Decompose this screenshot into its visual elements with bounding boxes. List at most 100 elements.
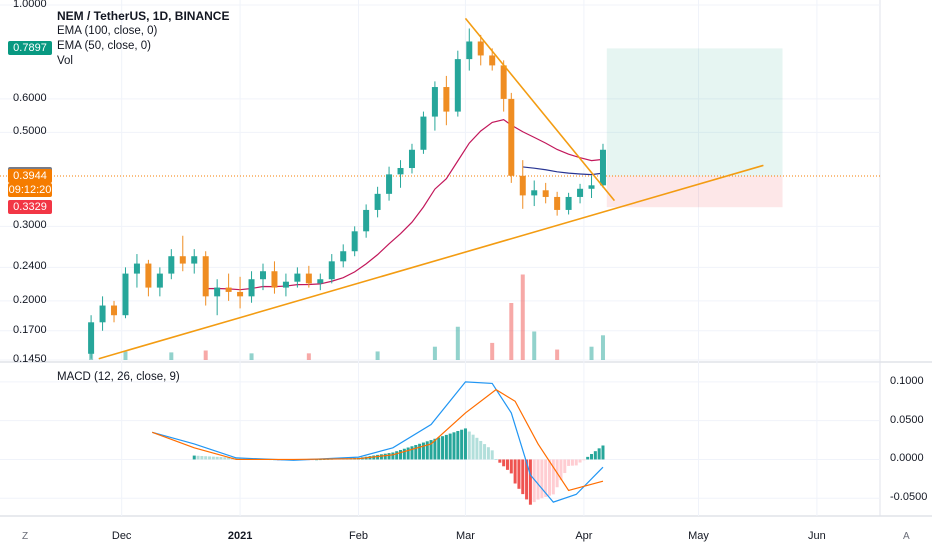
candle-body xyxy=(122,273,129,316)
candle-body xyxy=(351,231,358,252)
time-tick-label: Jun xyxy=(808,530,826,542)
candle-body xyxy=(374,193,381,210)
macd-histogram-bar xyxy=(540,459,544,499)
macd-histogram-bar xyxy=(215,456,219,460)
price-tick-label: 0.5000 xyxy=(13,125,47,138)
price-tick-label: 0.1700 xyxy=(13,323,47,336)
macd-histogram-bar xyxy=(227,457,231,460)
candle-body xyxy=(542,190,549,197)
volume-bar xyxy=(375,351,380,360)
macd-histogram-bar xyxy=(544,459,548,497)
candle-body xyxy=(531,190,538,196)
candle-body xyxy=(577,188,584,197)
volume-bar xyxy=(123,351,128,360)
candle-body xyxy=(260,271,266,280)
signal-line xyxy=(152,388,604,492)
macd-histogram-bar xyxy=(597,448,601,460)
candle-body xyxy=(191,256,198,264)
macd-tick-label: -0.0500 xyxy=(890,491,928,504)
volume-bar xyxy=(589,346,594,360)
candle-body xyxy=(294,273,301,282)
candle-body xyxy=(443,87,450,112)
macd-histogram-bar xyxy=(498,459,502,463)
macd-histogram-bar xyxy=(548,459,551,496)
macd-histogram-bar xyxy=(242,458,246,460)
macd-histogram-bar xyxy=(379,454,383,460)
macd-histogram-bar xyxy=(475,437,479,460)
position-profit-zone xyxy=(606,48,783,177)
macd-histogram-bar xyxy=(402,448,406,460)
macd-histogram-bar xyxy=(521,459,525,495)
candle-body xyxy=(145,263,152,288)
macd-histogram-bar xyxy=(399,449,403,460)
candle-body xyxy=(363,209,370,232)
candle-body xyxy=(500,65,507,99)
volume-bar xyxy=(203,350,208,360)
macd-histogram-bar xyxy=(452,432,456,460)
macd-legend: MACD (12, 26, close, 9) xyxy=(57,370,180,385)
candle-body xyxy=(420,116,427,150)
candle-body xyxy=(408,149,415,169)
candle-body xyxy=(88,322,95,354)
price-tag: 0.7897 xyxy=(8,41,52,56)
zoom-button[interactable]: Z xyxy=(22,531,29,542)
macd-line xyxy=(152,381,604,503)
candle-body xyxy=(588,185,595,189)
time-tick-label: Feb xyxy=(349,530,368,542)
macd-histogram-bar xyxy=(570,459,574,466)
macd-tick-label: 0.0500 xyxy=(890,413,924,426)
ema100-line xyxy=(522,166,604,176)
time-tick-label: 2021 xyxy=(227,530,253,542)
macd-histogram-bar xyxy=(211,456,215,460)
macd-histogram-bar xyxy=(414,445,418,460)
macd-histogram-bar xyxy=(532,459,536,503)
time-tick-label: Dec xyxy=(111,530,132,542)
price-tick-label: 0.2000 xyxy=(13,293,47,306)
candle-body xyxy=(431,87,438,117)
macd-histogram-bar xyxy=(559,459,563,481)
candle-body xyxy=(111,305,118,316)
macd-histogram-bar xyxy=(505,459,509,470)
macd-histogram-bar xyxy=(460,429,464,460)
macd-histogram-bar xyxy=(586,456,590,460)
candle-body xyxy=(214,287,221,297)
candle-body xyxy=(179,256,186,264)
macd-histogram-bar xyxy=(425,441,429,460)
candle-body xyxy=(454,59,461,112)
macd-histogram-bar xyxy=(536,459,540,500)
resistance-trendline xyxy=(464,17,616,202)
candle-body xyxy=(519,175,526,196)
symbol-title[interactable]: NEM / TetherUS, 1D, BINANCE xyxy=(57,9,230,23)
ema100-label[interactable]: EMA (100, close, 0) xyxy=(57,25,158,37)
auto-scale-button[interactable]: A xyxy=(903,531,910,542)
volume-bar xyxy=(306,353,311,360)
macd-histogram-bar xyxy=(479,440,483,460)
vol-label[interactable]: Vol xyxy=(57,55,73,67)
macd-histogram-bar xyxy=(196,455,200,460)
macd-histogram-bar xyxy=(433,438,437,460)
time-tick-label: May xyxy=(688,530,709,542)
candle-body xyxy=(386,174,393,194)
price-tick-label: 0.6000 xyxy=(13,91,47,104)
volume-bar xyxy=(432,346,437,360)
macd-label[interactable]: MACD (12, 26, close, 9) xyxy=(57,371,180,383)
macd-histogram-bar xyxy=(590,454,594,460)
macd-histogram-bar xyxy=(513,459,517,484)
candle-body xyxy=(328,261,335,280)
macd-histogram-bar xyxy=(601,445,605,460)
candle-body xyxy=(565,196,572,210)
support-trendline xyxy=(98,164,764,360)
volume-bar xyxy=(600,335,605,360)
macd-histogram-bar xyxy=(551,459,555,495)
macd-histogram-bar xyxy=(456,431,460,460)
macd-histogram-bar xyxy=(525,459,529,500)
macd-histogram-bar xyxy=(471,434,475,460)
macd-histogram-bar xyxy=(383,453,387,460)
macd-histogram-bar xyxy=(528,459,532,505)
macd-histogram-bar xyxy=(574,459,578,466)
macd-histogram-bar xyxy=(486,447,490,460)
volume-bar xyxy=(249,353,254,360)
ema50-label[interactable]: EMA (50, close, 0) xyxy=(57,40,151,52)
